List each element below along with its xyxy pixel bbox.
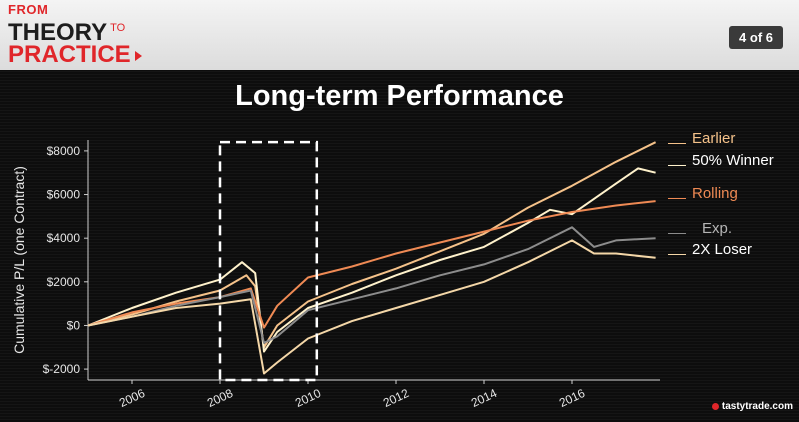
- brand-to: TO: [110, 22, 126, 34]
- legend-item: 50% Winner: [668, 152, 774, 169]
- legend-swatch: [668, 198, 686, 199]
- tastytrade-logo: tastytrade.com: [711, 401, 793, 412]
- y-tick-label: $-2000: [43, 362, 81, 376]
- series-line-exp-: [87, 226, 656, 344]
- legend-item: Rolling: [668, 185, 738, 202]
- legend-swatch: [668, 233, 686, 234]
- y-tick-label: $8000: [47, 144, 81, 158]
- header-bar: FROM THEORY TO PRACTICE 4 of 6: [0, 0, 799, 70]
- legend-swatch: [668, 143, 686, 144]
- legend-item: Earlier: [668, 130, 735, 147]
- y-tick-label: $0: [67, 318, 81, 332]
- x-tick-label: 2008: [205, 386, 235, 410]
- y-axis-label: Cumulative P/L (one Contract): [11, 166, 27, 354]
- cherry-icon: [711, 402, 719, 410]
- legend-label: Rolling: [692, 185, 738, 202]
- page-indicator: 4 of 6: [729, 26, 783, 49]
- brand-from: FROM: [8, 2, 49, 17]
- brand-practice: PRACTICE: [8, 41, 131, 68]
- series-line-rolling: [87, 200, 656, 329]
- highlight-box: [218, 140, 319, 382]
- legend-swatch: [668, 254, 686, 255]
- series-line-earlier: [87, 141, 657, 349]
- logo-text: tastytrade.com: [721, 401, 793, 412]
- x-tick-label: 2006: [117, 386, 147, 410]
- x-tick-label: 2012: [381, 386, 411, 410]
- x-tick-label: 2010: [293, 386, 323, 410]
- legend-label: Earlier: [692, 130, 736, 147]
- x-tick-label: 2016: [557, 386, 587, 410]
- legend-label: 2X Loser: [692, 241, 753, 258]
- play-arrow-icon: [134, 50, 142, 61]
- y-tick-label: $4000: [47, 231, 81, 245]
- chart-title: Long-term Performance: [235, 80, 564, 112]
- slide-background: [0, 70, 799, 422]
- legend-item: Exp.: [668, 220, 732, 237]
- legend-label: Exp.: [702, 220, 733, 237]
- y-tick-label: $6000: [47, 188, 81, 202]
- series-line-2x-loser: [87, 239, 656, 375]
- brand-theory: THEORY: [8, 19, 108, 46]
- legend-swatch: [668, 165, 686, 166]
- x-tick-label: 2014: [469, 386, 499, 410]
- y-tick-label: $2000: [47, 275, 81, 289]
- legend-item: 2X Loser: [668, 241, 752, 258]
- brand-logo: FROM THEORY TO PRACTICE: [8, 2, 142, 68]
- legend-label: 50% Winner: [692, 152, 774, 169]
